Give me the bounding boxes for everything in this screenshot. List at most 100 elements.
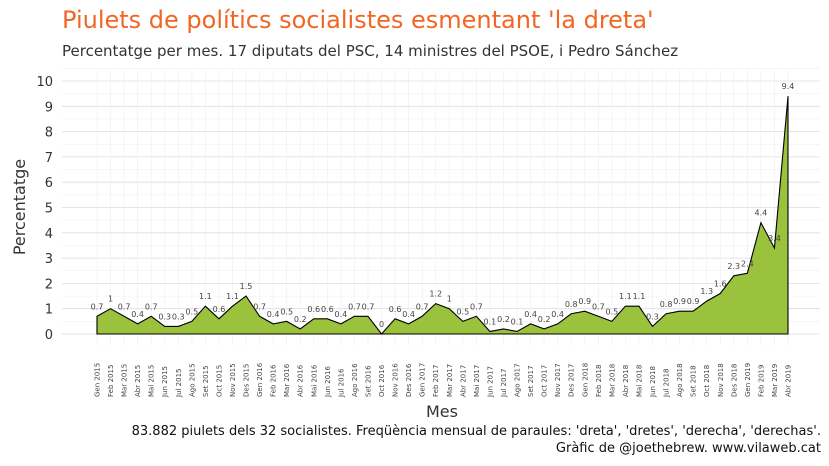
data-label: 0.6	[389, 305, 402, 314]
chart-subtitle: Percentatge per mes. 17 diputats del PSC…	[62, 42, 679, 60]
data-label: 0.7	[118, 302, 131, 311]
data-label: 4.4	[755, 209, 768, 218]
data-label: 0.6	[213, 305, 226, 314]
x-tick-label: Jul 2017	[500, 369, 508, 399]
x-tick-label: Jun 2017	[486, 366, 494, 398]
x-tick-label: Mai 2015	[148, 365, 156, 397]
data-labels: 0.710.70.40.70.3 0.30.51.10.61.11.50.70.4…	[91, 82, 795, 329]
y-tick-label: 5	[45, 202, 53, 217]
x-tick-label: Oct 2015	[215, 365, 223, 397]
data-label: 0.2	[294, 315, 307, 324]
x-tick-label: Jul 2015	[175, 369, 183, 399]
y-tick-label: 7	[45, 151, 53, 166]
data-label: 1.3	[700, 287, 713, 296]
y-axis-label: Percentatge	[10, 159, 29, 255]
x-tick-label: Des 2015	[243, 364, 251, 397]
x-tick-label: Gen 2019	[744, 363, 752, 397]
x-tick-label: Mar 2017	[446, 364, 454, 397]
data-label: 1	[108, 295, 113, 304]
data-label: 0.7	[253, 302, 266, 311]
x-tick-label: Gen 2018	[581, 363, 589, 397]
data-label: 0.7	[91, 302, 104, 311]
data-label: 0.3	[158, 312, 171, 321]
x-tick-label: Ago 2017	[514, 363, 522, 397]
data-label: 1.6	[714, 280, 727, 289]
data-label: 0.7	[145, 302, 158, 311]
x-tick-label: Mar 2018	[608, 364, 616, 397]
data-label: 1.5	[240, 282, 253, 291]
x-tick-label: Ago 2015	[188, 363, 196, 397]
caption-source: 83.882 piulets dels 32 socialistes. Freq…	[131, 424, 821, 439]
x-axis-label: Mes	[426, 402, 458, 421]
x-tick-label: Feb 2017	[432, 365, 440, 397]
data-label: 0.6	[307, 305, 320, 314]
data-label: 0.5	[456, 307, 469, 316]
x-tick-label: Feb 2015	[107, 365, 115, 397]
data-label: 0.7	[592, 302, 605, 311]
area-fill	[97, 96, 788, 335]
data-label: 0.7	[416, 302, 429, 311]
x-tick-label: Gen 2015	[94, 363, 102, 397]
x-tick-label: Jun 2015	[161, 366, 169, 398]
data-label: 0.3	[172, 312, 185, 321]
x-tick-label: Mar 2015	[121, 364, 129, 397]
x-tick-label: Nov 2017	[554, 363, 562, 397]
x-tick-label: Mai 2017	[473, 365, 481, 397]
data-label: 0.7	[348, 302, 361, 311]
x-tick-label: Ago 2018	[676, 363, 684, 397]
y-tick-label: 3	[45, 252, 53, 267]
x-tick-label: Mar 2016	[283, 363, 291, 397]
x-tick-label: Feb 2018	[595, 365, 603, 397]
data-label: 0.4	[524, 310, 537, 319]
x-tick-label: Abr 2015	[134, 365, 142, 397]
x-tick-label: Nov 2016	[392, 363, 400, 397]
data-label: 0.2	[497, 315, 510, 324]
x-tick-label: Abr 2018	[622, 365, 630, 397]
x-tick-label: Set 2018	[690, 365, 698, 397]
x-tick-label: Feb 2019	[757, 365, 765, 397]
series-line	[96, 96, 789, 335]
data-label: 0.3	[646, 312, 659, 321]
data-label: 0.5	[280, 307, 293, 316]
y-tick-label: 0	[45, 328, 53, 343]
data-label: 0	[379, 320, 384, 329]
x-tick-label: Mai 2018	[635, 365, 643, 397]
data-label: 0.7	[470, 302, 483, 311]
data-label: 3.4	[768, 234, 781, 243]
x-tick-label: Oct 2017	[541, 365, 549, 397]
data-label: 0.8	[660, 300, 673, 309]
data-label: 1.1	[199, 292, 212, 301]
data-label: 0.5	[185, 307, 198, 316]
x-tick-label: Feb 2016	[270, 364, 278, 397]
data-label: 0.7	[362, 302, 375, 311]
data-label: 0.2	[538, 315, 551, 324]
x-tick-label: Jun 2018	[649, 366, 657, 398]
x-tick-label: Jul 2016	[337, 368, 345, 398]
data-label: 1	[447, 295, 452, 304]
data-label: 1.1	[633, 292, 646, 301]
data-label: 0.1	[484, 317, 497, 326]
x-tick-label: Jul 2018	[663, 369, 671, 399]
x-tick-label: Abr 2017	[459, 365, 467, 397]
x-axis-ticks: Gen 2015 Feb 2015 Mar 2015 Abr 2015 Mai 2015…	[94, 362, 793, 398]
x-tick-label: Nov 2018	[717, 363, 725, 397]
data-label: 1.2	[429, 290, 442, 299]
y-tick-label: 10	[36, 75, 53, 90]
y-tick-label: 9	[45, 100, 53, 115]
x-tick-label: Ago 2016	[351, 363, 359, 397]
data-label: 2.3	[727, 262, 740, 271]
x-tick-label: Des 2016	[405, 363, 413, 397]
x-tick-label: Set 2016	[364, 365, 372, 397]
x-tick-label: Gen 2017	[419, 363, 427, 397]
data-label: 0.4	[551, 310, 564, 319]
caption-credit: Gràfic de @joethebrew. www.vilaweb.cat	[555, 441, 821, 456]
x-tick-label: Gen 2016	[256, 362, 264, 397]
data-label: 2.4	[741, 259, 754, 268]
data-label: 0.5	[605, 307, 618, 316]
x-tick-label: Jun 2016	[324, 365, 332, 398]
data-label: 0.4	[402, 310, 415, 319]
chart-title: Piulets de polítics socialistes esmentan…	[62, 6, 654, 34]
data-label: 0.6	[321, 305, 334, 314]
y-tick-label: 2	[45, 277, 53, 292]
